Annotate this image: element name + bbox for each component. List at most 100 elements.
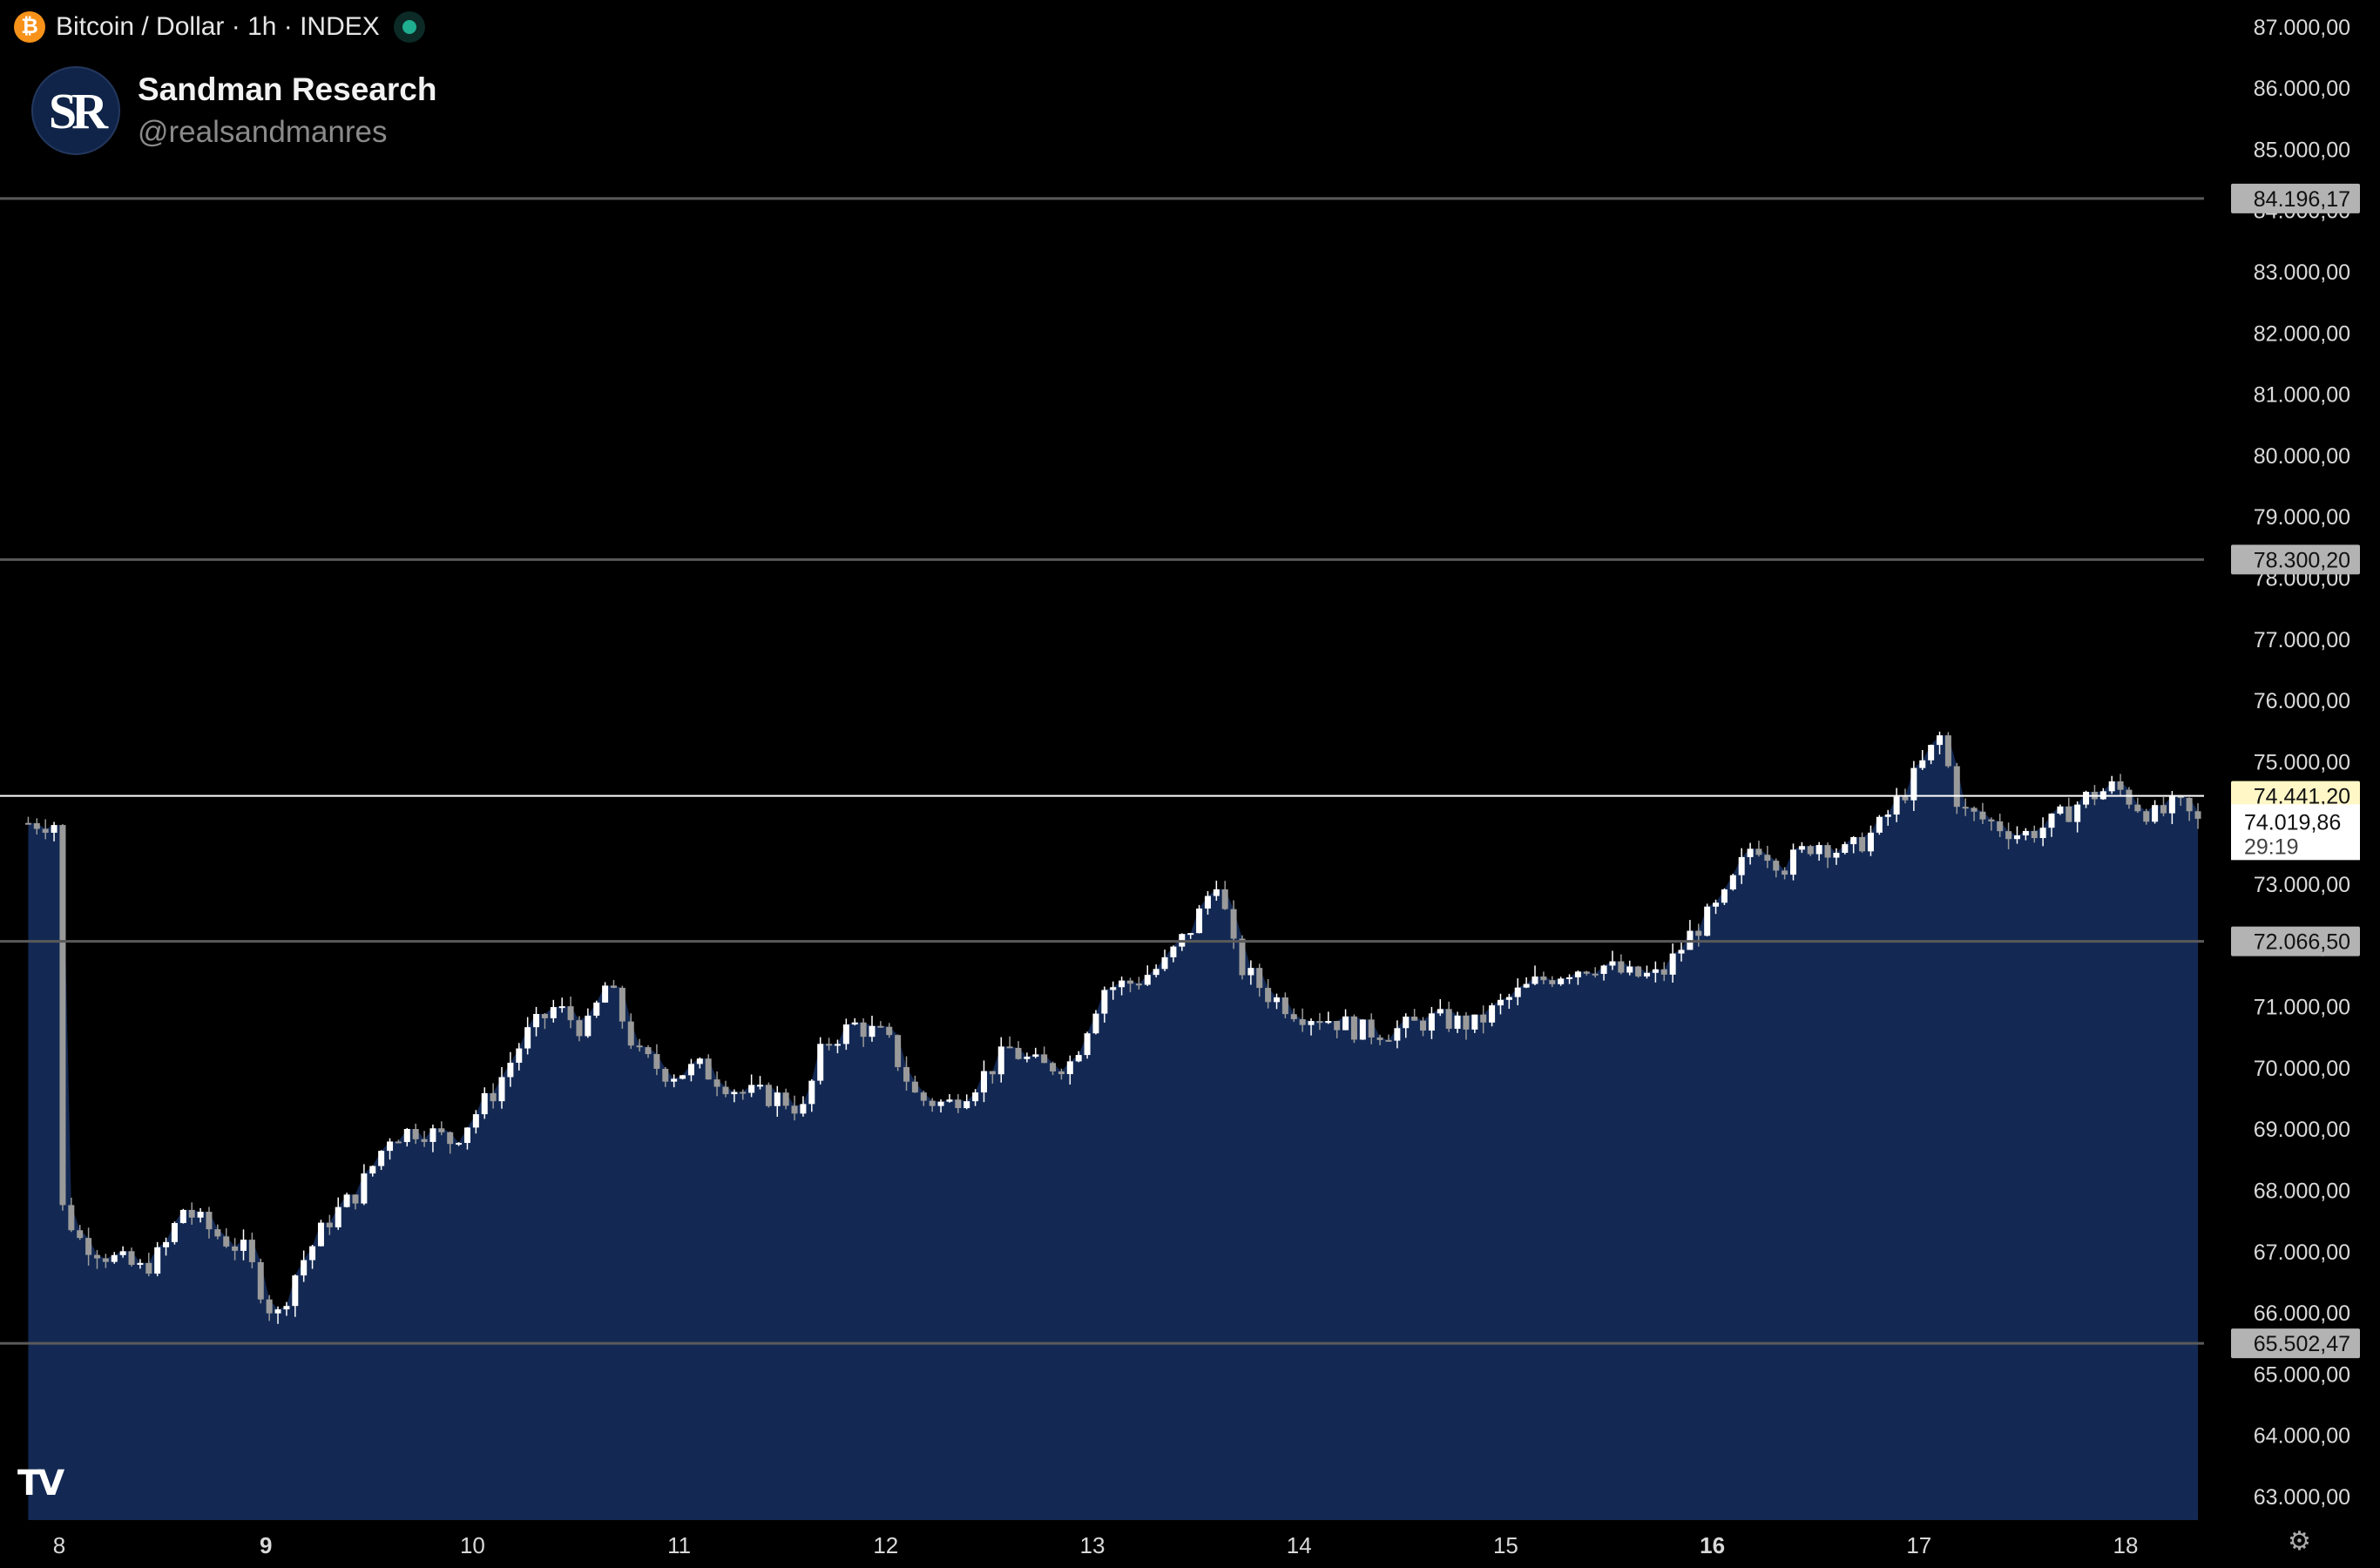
candle-body [1660, 969, 1667, 975]
candle-body [1695, 930, 1702, 936]
y-tick-label: 77.000,00 [2254, 628, 2350, 652]
horizontal-levels-layer [0, 197, 2204, 1345]
candle-body [774, 1092, 781, 1106]
candle [1170, 945, 1177, 963]
candle-body [2083, 791, 2090, 805]
candle-body [1867, 832, 1874, 852]
candle [1549, 976, 1556, 988]
candle [1884, 809, 1891, 826]
candle-body [2005, 831, 2012, 840]
candle [403, 1127, 410, 1147]
candle-body [1170, 946, 1177, 957]
candle-body [541, 1013, 548, 1018]
candle [585, 1008, 592, 1038]
candle [1729, 873, 1736, 891]
candle-body [1359, 1019, 1366, 1040]
svg-text:72.066,50: 72.066,50 [2254, 930, 2350, 955]
candle [576, 1016, 583, 1042]
candle-body [1454, 1015, 1461, 1029]
candle [671, 1074, 678, 1088]
candle [1979, 802, 1986, 824]
x-tick-label: 14 [1287, 1532, 1312, 1558]
candle [757, 1076, 764, 1090]
candle-body [2108, 781, 2115, 792]
candle [516, 1043, 523, 1071]
candle-body [1505, 997, 1512, 1000]
price-level-label[interactable]: 84.196,17 [2231, 183, 2360, 213]
candle-body [1790, 849, 1797, 875]
candle [1944, 732, 1951, 768]
candle [59, 824, 66, 1211]
candle [1066, 1055, 1073, 1085]
candle [1833, 848, 1840, 865]
price-level-label[interactable]: 78.300,20 [2231, 544, 2360, 575]
candle-body [93, 1254, 100, 1259]
candle-body [1884, 814, 1891, 817]
candle-body [1325, 1021, 1332, 1024]
candle-body [653, 1054, 660, 1069]
candle-body [1420, 1020, 1427, 1031]
candle-body [2194, 811, 2201, 819]
candle [1376, 1034, 1383, 1045]
candle [1385, 1034, 1392, 1042]
candle [541, 1013, 548, 1030]
candle [1738, 848, 1745, 884]
candle-body [1747, 848, 1754, 857]
candle [1092, 1010, 1099, 1035]
candle [748, 1074, 755, 1098]
candle-body [1050, 1063, 1057, 1071]
y-tick-label: 85.000,00 [2254, 138, 2350, 162]
candle-body [1299, 1019, 1306, 1025]
candle-body [1281, 997, 1288, 1015]
candle [2005, 822, 2012, 849]
candle-body [1937, 735, 1944, 746]
candle [1403, 1013, 1410, 1038]
candle [145, 1253, 152, 1277]
candle [163, 1237, 170, 1256]
candle [1523, 977, 1530, 989]
candle-body [696, 1058, 703, 1064]
candle [274, 1306, 281, 1324]
candle [1721, 888, 1728, 905]
settings-icon[interactable]: ⚙ [2288, 1527, 2311, 1556]
candle-body [516, 1048, 523, 1063]
candle-body [869, 1025, 876, 1037]
candle [524, 1017, 531, 1055]
candle-body [1437, 1009, 1444, 1014]
candle [1101, 986, 1108, 1023]
candle-body [481, 1092, 488, 1115]
candle [550, 999, 557, 1023]
candle-body [903, 1066, 910, 1082]
candle [1196, 904, 1203, 934]
y-tick-label: 73.000,00 [2254, 873, 2350, 897]
candle [774, 1085, 781, 1117]
candle-body [1643, 972, 1650, 977]
candle-body [1092, 1013, 1099, 1034]
tradingview-logo-icon[interactable]: TV [17, 1463, 64, 1504]
candle-body [1704, 906, 1711, 936]
price-axis[interactable]: 87.000,0086.000,0085.000,0084.000,0083.0… [2231, 16, 2360, 1510]
candle-body [1290, 1014, 1297, 1020]
candle [1782, 867, 1788, 880]
x-tick-label: 10 [460, 1532, 485, 1558]
price-level-label[interactable]: 65.502,47 [2231, 1328, 2360, 1359]
candle-body [1471, 1014, 1478, 1030]
candle-body [1350, 1016, 1357, 1040]
candle-body [1316, 1021, 1323, 1024]
symbol-title[interactable]: Bitcoin / Dollar · 1h · INDEX [56, 12, 380, 41]
price-level-label[interactable]: 72.066,50 [2231, 926, 2360, 956]
area-fill-layer [28, 735, 2199, 1520]
candle [636, 1038, 643, 1052]
candle [309, 1245, 316, 1269]
candle-body [1411, 1017, 1418, 1021]
market-status-icon [393, 11, 425, 43]
time-axis[interactable]: 8 9 10 11 12 13 14 15 16 17 18 [53, 1532, 2139, 1558]
candle-body [929, 1100, 936, 1106]
symbol-header[interactable]: ₿ Bitcoin / Dollar · 1h · INDEX [14, 9, 425, 45]
candle-body [1403, 1017, 1410, 1029]
candle [662, 1066, 669, 1087]
candle-body [980, 1071, 987, 1093]
candle-body [1230, 909, 1237, 939]
